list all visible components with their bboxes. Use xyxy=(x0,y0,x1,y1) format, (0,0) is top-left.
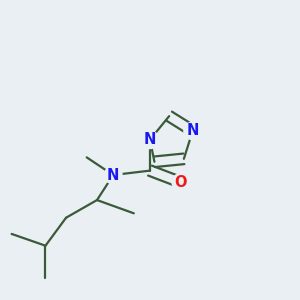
Circle shape xyxy=(184,122,202,140)
Text: N: N xyxy=(107,167,119,182)
Circle shape xyxy=(141,131,159,148)
Circle shape xyxy=(104,166,122,184)
Text: O: O xyxy=(175,175,187,190)
Text: N: N xyxy=(187,123,199,138)
Circle shape xyxy=(172,174,190,191)
Text: N: N xyxy=(144,132,156,147)
